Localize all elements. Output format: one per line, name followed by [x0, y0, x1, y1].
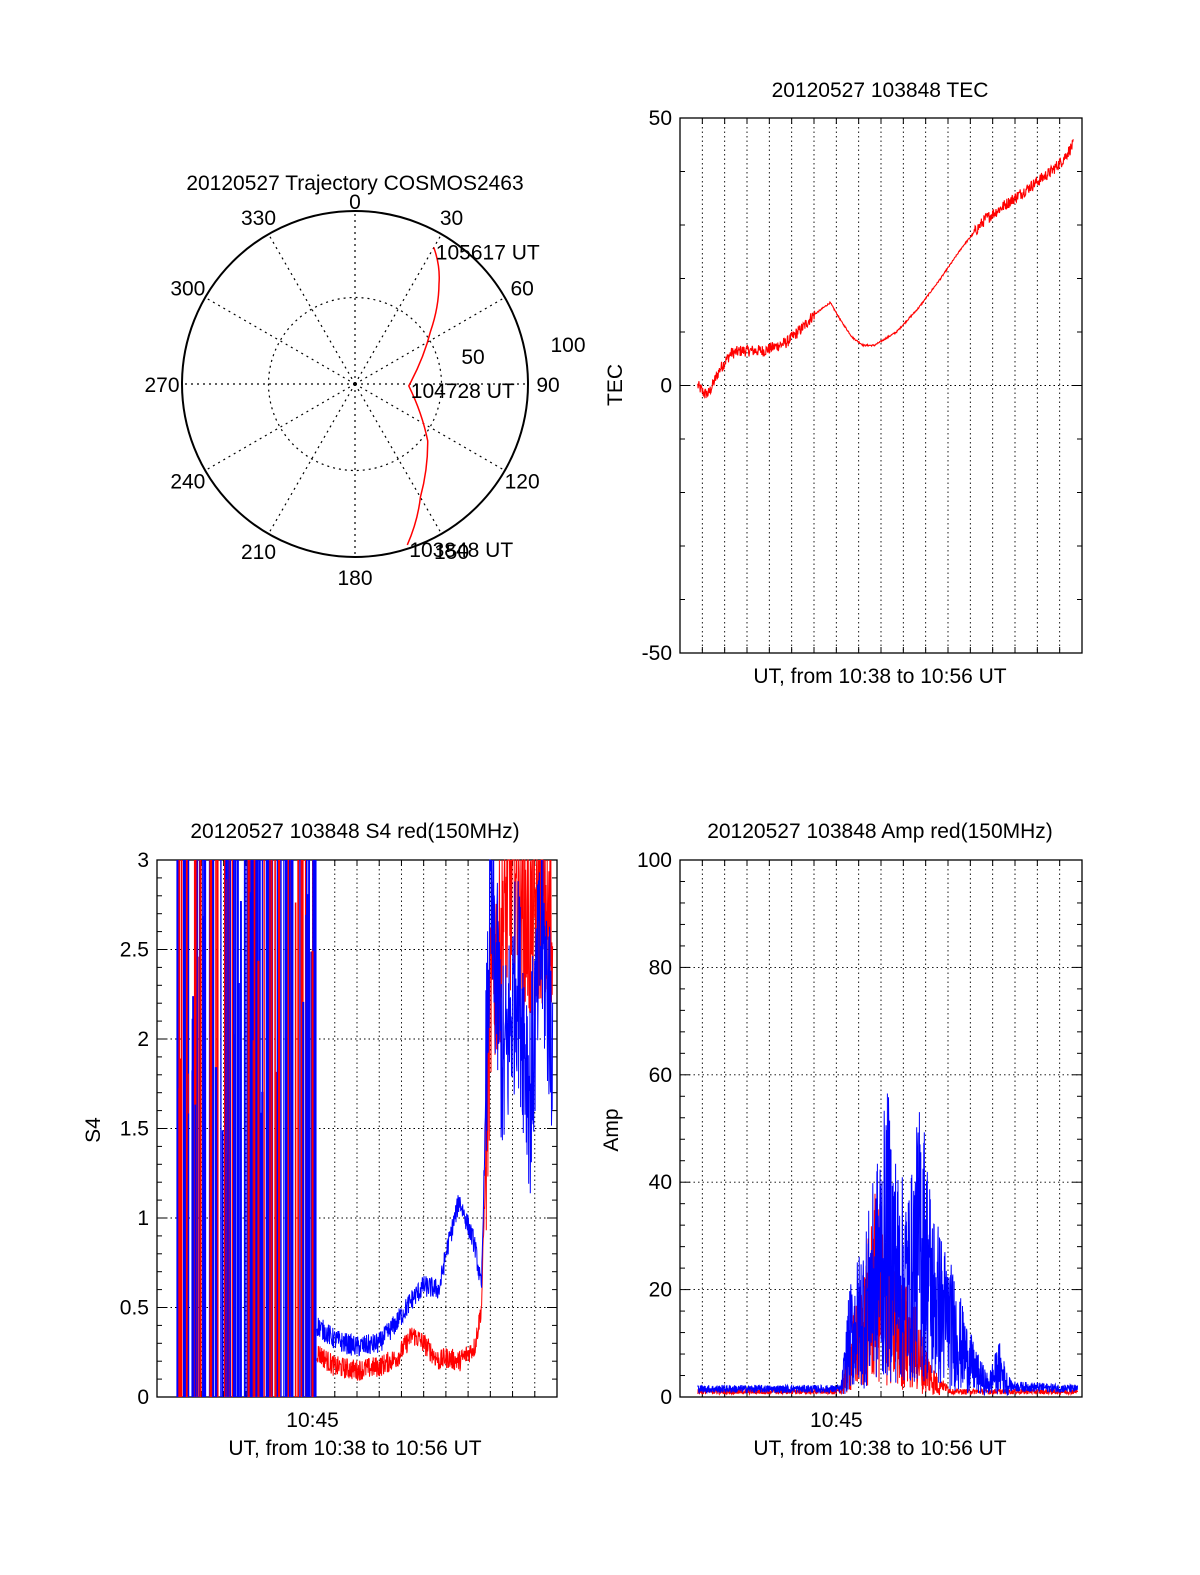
s4-ylabel: S4	[82, 1117, 105, 1143]
amp-ytick-label: 60	[649, 1064, 672, 1087]
amp-plot-area: 100 80 60 40 20 0 10:45	[637, 849, 1083, 1432]
amp-ylabel: Amp	[600, 1108, 623, 1151]
polar-azimuth-label: 0	[349, 191, 361, 214]
polar-radial-labels: 50 100	[461, 334, 585, 369]
trajectory-line	[406, 247, 440, 546]
polar-trajectory-panel: 20120527 Trajectory COSMOS2463 0 30 60 90 12…	[144, 172, 585, 590]
polar-azimuth-label: 30	[440, 207, 463, 230]
s4-ytick-label: 1.5	[120, 1118, 149, 1141]
polar-inner-circle	[267, 296, 443, 472]
polar-grid	[181, 210, 529, 558]
s4-saturated-region	[176, 860, 317, 1397]
polar-spoke	[204, 383, 356, 472]
amp-ytick-label: 20	[649, 1279, 672, 1302]
s4-ytick-label: 0	[137, 1386, 149, 1409]
polar-azimuth-label: 240	[170, 471, 205, 494]
polar-annotations: 103848 UT 104728 UT 105617 UT	[409, 241, 540, 561]
polar-spoke	[267, 383, 356, 535]
s4-xtick-label: 10:45	[286, 1409, 339, 1432]
s4-ytick-label: 2	[137, 1028, 149, 1051]
polar-spoke	[267, 233, 356, 385]
polar-radial-label: 50	[461, 346, 484, 369]
polar-spoke	[354, 383, 506, 472]
tec-ytick-label: 50	[649, 107, 672, 130]
s4-ytick-label: 2.5	[120, 939, 149, 962]
polar-azimuth-label: 180	[337, 567, 372, 590]
polar-spoke	[354, 383, 443, 535]
polar-azimuth-labels: 0 30 60 90 120 150 180 210 240 270 300 330	[144, 191, 559, 590]
polar-azimuth-label: 60	[510, 278, 533, 301]
polar-azimuth-label: 330	[241, 207, 276, 230]
polar-spoke	[354, 233, 443, 385]
trajectory-time-label: 104728 UT	[411, 380, 515, 403]
amp-ytick-label: 40	[649, 1171, 672, 1194]
amp-xlabel: UT, from 10:38 to 10:56 UT	[753, 1437, 1006, 1460]
s4-ytick-label: 3	[137, 849, 149, 872]
polar-azimuth-label: 90	[536, 374, 559, 397]
s4-series-line	[316, 859, 554, 1381]
s4-series-line	[316, 859, 554, 1357]
tec-ytick-label: -50	[642, 642, 672, 665]
amp-title: 20120527 103848 Amp red(150MHz)	[707, 820, 1053, 843]
s4-title: 20120527 103848 S4 red(150MHz)	[190, 820, 519, 843]
tec-grid	[680, 117, 1082, 654]
polar-trajectory	[406, 247, 440, 546]
amp-series-line	[697, 1093, 1078, 1396]
amp-panel: 20120527 103848 Amp red(150MHz) UT, from…	[600, 820, 1083, 1460]
polar-title: 20120527 Trajectory COSMOS2463	[186, 172, 523, 195]
trajectory-time-label: 105617 UT	[436, 241, 540, 264]
polar-azimuth-label: 300	[170, 278, 205, 301]
amp-ytick-label: 100	[637, 849, 672, 872]
polar-azimuth-label: 120	[505, 471, 540, 494]
amp-xtick-label: 10:45	[810, 1409, 863, 1432]
s4-plot-area: 3 2.5 2 1.5 1 0.5 0 10:45	[120, 849, 558, 1432]
tec-plot-area: 50 0 -50	[642, 107, 1083, 665]
polar-azimuth-label: 210	[241, 541, 276, 564]
tec-series-line	[697, 139, 1074, 400]
polar-radial-label: 100	[550, 334, 585, 357]
s4-xlabel: UT, from 10:38 to 10:56 UT	[228, 1437, 481, 1460]
s4-ytick-label: 0.5	[120, 1297, 149, 1320]
tec-xlabel: UT, from 10:38 to 10:56 UT	[753, 665, 1006, 688]
s4-ytick-label: 1	[137, 1207, 149, 1230]
tec-panel: 20120527 103848 TEC UT, from 10:38 to 10…	[604, 79, 1083, 688]
tec-ytick-label: 0	[660, 375, 672, 398]
polar-spoke	[204, 296, 356, 385]
trajectory-time-label: 103848 UT	[409, 539, 513, 562]
tec-title: 20120527 103848 TEC	[772, 79, 989, 102]
polar-azimuth-label: 150	[434, 541, 469, 564]
amp-ytick-label: 80	[649, 956, 672, 979]
tec-ylabel: TEC	[604, 364, 627, 406]
amp-ytick-label: 0	[660, 1386, 672, 1409]
s4-panel: 20120527 103848 S4 red(150MHz) UT, from …	[82, 820, 558, 1460]
polar-outer-circle	[181, 210, 529, 558]
polar-spoke	[354, 296, 506, 385]
polar-azimuth-label: 270	[144, 374, 179, 397]
